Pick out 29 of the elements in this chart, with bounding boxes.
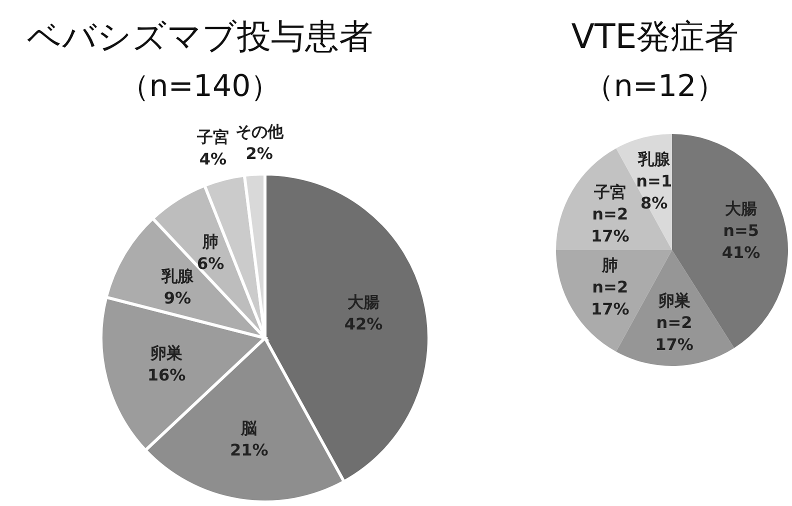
slice-label: 卵巣 <box>657 290 690 310</box>
data-label: n=2 17% <box>590 204 630 246</box>
data-label: 6% <box>196 254 224 274</box>
slice-label: 子宮 <box>196 128 229 146</box>
data-label: n=1 8% <box>636 171 672 212</box>
slice-label: 乳腺 <box>637 149 672 168</box>
data-label: 42% <box>344 314 383 334</box>
chart-title: ベバシズマブ投与患者 <box>27 17 373 57</box>
data-label: 16% <box>147 365 186 384</box>
data-label: 21% <box>230 440 268 460</box>
chart-title: VTE発症者 <box>571 17 739 57</box>
data-label: n=2 17% <box>590 278 630 319</box>
pie-slice <box>556 148 672 250</box>
slice-label: 卵巣 <box>150 343 183 362</box>
data-label: 2% <box>246 144 273 164</box>
slice-label: 脳 <box>240 418 258 438</box>
slice-label: 大腸 <box>347 292 380 312</box>
data-label: 9% <box>164 288 192 308</box>
chart-subtitle: （n=12） <box>584 69 726 104</box>
slice-label: 大腸 <box>725 198 758 218</box>
slice-label: 肺 <box>601 256 618 275</box>
slice-label: 乳腺 <box>160 266 194 286</box>
chart-subtitle: （n=140） <box>119 69 281 104</box>
slice-label: 子宮 <box>593 182 626 202</box>
data-label: n=5 41% <box>722 220 760 262</box>
slice-label: その他 <box>235 122 284 142</box>
data-label: n=2 17% <box>655 312 694 354</box>
data-label: 4% <box>199 150 226 168</box>
slice-label: 肺 <box>202 232 219 252</box>
